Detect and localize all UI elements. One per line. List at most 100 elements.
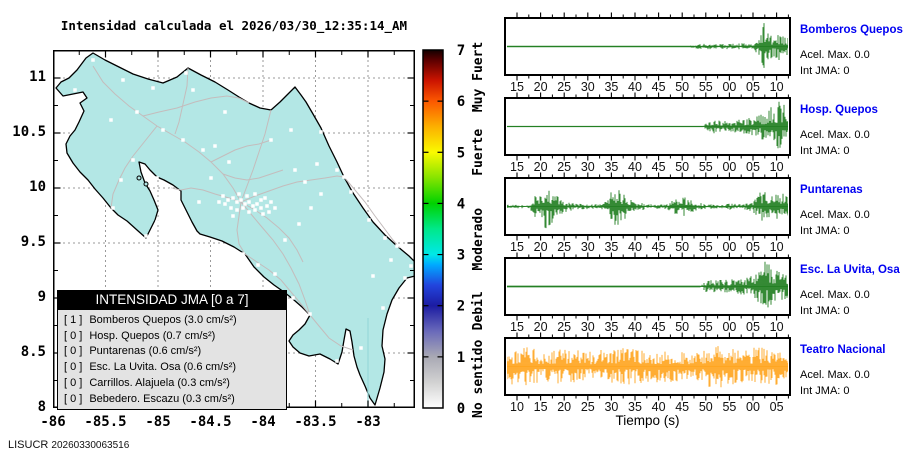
intensity-legend: INTENSIDAD JMA [0 a 7] [ 1 ] Bomberos Que… [57,290,287,411]
station-dot [209,176,213,180]
trace-tick-label: 50 [675,80,690,94]
map-title: Intensidad calculada el 2026/03/30_12:35… [60,18,408,33]
station-dot [269,138,273,142]
station-dot [223,202,227,206]
station-dot [237,192,241,196]
station-dot [349,190,353,194]
station-dot [293,168,297,172]
legend-item-label: Esc. La Uvita. Osa (0.6 cm/s²) [89,361,237,374]
trace-tick-label: 20 [557,400,572,414]
trace-tick-label: 40 [628,160,642,174]
seismogram-teatro-nacional [504,332,791,401]
colorbar-band-label: Moderado [471,208,486,271]
trace-tick-label: 55 [698,80,713,94]
station-int-jma: Int JMA: 0 [800,305,850,317]
colorbar-tick-label: 3 [457,248,465,264]
trace-time-ticks: 15 20 25 30 35 40 45 50 55 00 05 10 [502,240,794,254]
legend-item: [ 0 ] Puntarenas (0.6 cm/s²) [64,344,286,360]
legend-item-intensity: [ 0 ] [64,329,83,342]
legend-item-label: Bebedero. Escazu (0.3 cm/s²) [89,392,235,405]
trace-tick-label: 15 [510,80,524,94]
station-dot [269,200,273,204]
station-accel-max: Acel. Max. 0.0 [800,369,870,381]
station-dot [229,206,233,210]
station-dot [201,148,205,152]
map-y-tick-label: 11 [29,69,46,85]
trace-tick-label: 20 [533,240,548,254]
map-x-tick-label: -84 [250,414,276,430]
station-dot [111,206,115,210]
station-dot [309,206,313,210]
trace-tick-label: 40 [628,80,642,94]
colorbar-band-label: Fuerte [471,129,486,176]
station-dot [119,178,123,182]
road-line [240,201,311,316]
legend-item: [ 0 ] Carrillos. Alajuela (0.3 cm/s²) [64,376,286,392]
legend-body: [ 1 ] Bomberos Quepos (3.0 cm/s²) [ 0 ] Ho… [57,310,287,411]
station-dot [273,206,277,210]
station-dot [395,244,399,248]
station-name: Puntarenas [800,184,863,196]
trace-tick-label: 05 [746,240,760,254]
map-y-tick-label: 8.5 [20,344,46,360]
station-dot [259,206,263,210]
station-name: Bomberos Quepos [800,24,903,36]
trace-tick-label: 40 [628,320,642,334]
station-dot [261,212,265,216]
road-line [210,139,272,163]
station-dot [265,204,269,208]
road-line [244,253,354,351]
trace-tick-label: 00 [722,80,737,94]
station-dot [245,194,249,198]
colorbar-tick-label: 0 [457,401,465,417]
station-dot [251,204,255,208]
trace-tick-label: 55 [698,320,713,334]
map-x-tick-label: -83 [355,414,381,430]
station-dot [409,264,413,268]
trace-waveform [507,101,788,149]
map-x-tick-label: -84.5 [189,414,232,430]
station-dot [213,144,217,148]
map-y-tick-label: 8 [37,399,46,415]
trace-waveform [507,261,788,308]
station-int-jma: Int JMA: 0 [800,145,850,157]
trace-tick-label: 35 [604,320,619,334]
trace-tick-label: 05 [746,320,760,334]
station-dot [381,306,385,310]
map-x-tick-label: -83.5 [294,414,337,430]
station-name: Hosp. Quepos [800,104,878,116]
station-dot [155,176,159,180]
trace-tick-label: 15 [510,240,524,254]
trace-tick-label: 45 [651,80,666,94]
trace-tick-label: 10 [510,400,524,414]
road-line [343,176,401,249]
station-dot [359,346,363,350]
trace-tick-label: 50 [698,400,713,414]
station-dot [161,128,165,132]
legend-item: [ 0 ] Esc. La Uvita. Osa (0.6 cm/s²) [64,360,286,376]
station-dot [256,263,260,267]
colorbar-band-label: Muy Fuerte [471,42,486,112]
map-x-tick-label: -85.5 [84,414,127,430]
station-dot [217,200,221,204]
station-accel-max: Acel. Max. 0.0 [800,129,870,141]
trace-tick-label: 50 [675,160,690,174]
trace-tick-label: 15 [510,320,524,334]
station-dot [144,234,148,238]
station-dot [239,198,243,202]
map-x-tick-label: -86 [40,414,66,430]
station-dot [155,220,159,224]
map-y-tick-label: 10.5 [12,124,46,140]
road-line [132,125,158,157]
station-dot [169,188,173,192]
station-dot [223,110,227,114]
station-dot [241,252,245,256]
station-dot [184,71,188,75]
station-dot [131,158,135,162]
legend-item-intensity: [ 0 ] [64,376,83,389]
footer-agency: LISUCR [8,439,49,451]
trace-tick-label: 55 [698,160,713,174]
legend-item-label: Bomberos Quepos (3.0 cm/s²) [89,314,237,326]
trace-tick-label: 45 [675,400,690,414]
